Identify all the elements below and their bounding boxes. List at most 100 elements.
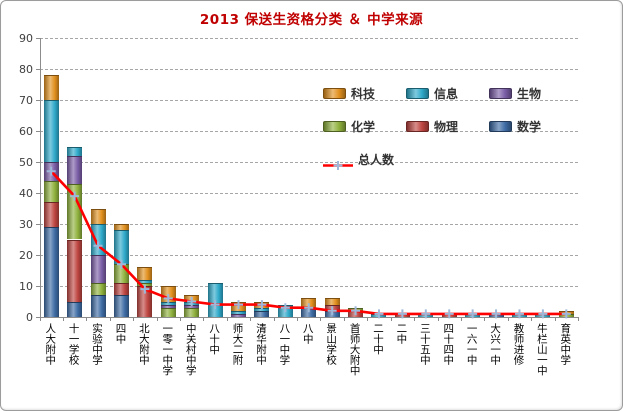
bar-segment (418, 313, 434, 317)
y-axis-tick-label: 0 (26, 310, 33, 324)
bar-segment (137, 267, 153, 280)
bar-segment (160, 286, 176, 302)
bar-segment (324, 298, 340, 305)
bar-segment (113, 224, 129, 231)
x-axis-category-label: 首师大附中 (348, 323, 361, 376)
x-axis-category-label: 大兴一中 (489, 323, 502, 365)
x-axis (39, 317, 578, 318)
bar-segment (160, 301, 176, 305)
x-axis-category-label: 育英中学 (559, 323, 572, 365)
x-axis-category-label: 中关村中学 (184, 323, 197, 376)
x-axis-category-label: 八中 (301, 323, 314, 344)
legend-color-swatch (406, 88, 429, 99)
y-axis-tick (35, 286, 40, 287)
bar-segment (113, 282, 129, 296)
bar-segment (558, 310, 574, 314)
gridline (39, 100, 578, 101)
x-axis-tick (367, 317, 369, 321)
y-axis-tick (35, 100, 40, 101)
x-axis-tick (554, 317, 556, 321)
bar-segment (184, 301, 200, 305)
bar-segment (348, 307, 364, 311)
legend-item: 物理 (406, 118, 489, 135)
legend-label: 信息 (434, 87, 459, 101)
bar-segment (113, 230, 129, 265)
gridline (39, 193, 578, 194)
bar-segment (441, 313, 457, 317)
legend-label: 数学 (517, 120, 542, 134)
x-axis-tick (531, 317, 533, 321)
x-axis-tick (86, 317, 88, 321)
bar-segment (231, 301, 246, 311)
x-axis-category-label: 十一学校 (67, 323, 80, 365)
bar-segment (324, 310, 340, 317)
bar-segment (254, 307, 270, 311)
x-axis-category-label: 四中 (114, 323, 127, 344)
bar-segment (324, 304, 340, 311)
x-axis-category-label: 八一中学 (278, 323, 291, 365)
y-axis-tick-label: 10 (19, 279, 33, 293)
bar-segment (488, 313, 504, 317)
legend-label: 生物 (517, 87, 542, 101)
bar-segment (184, 304, 200, 308)
bar-segment (207, 282, 223, 317)
bar-segment (137, 282, 153, 286)
y-axis-tick (35, 69, 40, 70)
x-axis-tick (250, 317, 252, 321)
x-axis-tick (203, 317, 205, 321)
x-axis-category-label: 教师进修 (512, 323, 525, 365)
legend-line-swatch (323, 155, 353, 170)
legend-item: 化学 (323, 118, 406, 135)
legend-label: 总人数 (358, 153, 395, 167)
bar-segment (90, 224, 106, 255)
bar-segment (90, 255, 106, 283)
x-axis-category-label: 北大附中 (137, 323, 150, 365)
x-axis-category-label: 四十四中 (442, 323, 455, 365)
bar-segment (465, 313, 481, 317)
bar-segment (43, 180, 59, 203)
x-axis-category-label: 三十五中 (418, 323, 431, 365)
x-axis-tick (226, 317, 228, 321)
bar-segment (43, 162, 59, 181)
x-axis-tick (460, 317, 462, 321)
gridline (39, 131, 578, 132)
bar-segment (231, 313, 246, 317)
x-axis-category-label: 清华附中 (254, 323, 267, 365)
bar-segment (67, 146, 83, 156)
bar-segment (113, 264, 129, 283)
y-axis-tick (35, 162, 40, 163)
legend-color-swatch (323, 88, 346, 99)
y-axis-tick-label: 80 (19, 62, 33, 76)
legend-label: 物理 (434, 120, 459, 134)
x-axis-tick (179, 317, 181, 321)
legend-label: 化学 (351, 120, 376, 134)
bar-segment (67, 301, 83, 317)
bar-segment (394, 313, 410, 317)
bar-segment (90, 282, 106, 296)
legend-color-swatch (406, 121, 429, 132)
x-axis-category-label: 景山学校 (325, 323, 338, 365)
y-axis-tick-label: 50 (19, 155, 33, 169)
bar-segment (137, 279, 153, 283)
bar-segment (90, 295, 106, 317)
y-axis-tick (35, 38, 40, 39)
bar-segment (137, 286, 153, 317)
y-axis-tick-label: 70 (19, 93, 33, 107)
bar-segment (160, 304, 176, 308)
x-axis-tick (62, 317, 64, 321)
y-axis-tick (35, 255, 40, 256)
legend-item: 数学 (489, 118, 572, 135)
legend-label: 科技 (351, 87, 376, 101)
x-axis-category-label: 牛栏山一中 (535, 323, 548, 376)
y-axis-tick-label: 30 (19, 217, 33, 231)
bar-segment (301, 298, 317, 308)
y-axis-tick (35, 131, 40, 132)
x-axis-tick (133, 317, 135, 321)
bar-segment (184, 307, 200, 317)
x-axis-category-label: 八十中 (208, 323, 221, 355)
x-axis-tick (507, 317, 509, 321)
bar-segment (90, 208, 106, 224)
bar-segment (277, 304, 293, 317)
y-axis (39, 38, 41, 321)
